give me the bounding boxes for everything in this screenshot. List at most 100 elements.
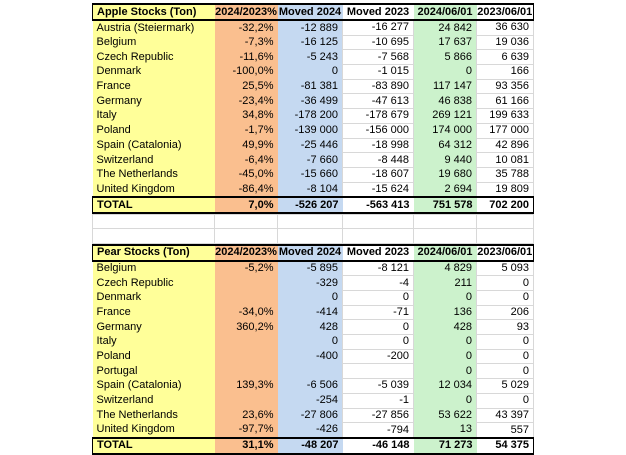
empty-cell[interactable] — [413, 228, 477, 244]
country-cell[interactable]: France — [92, 79, 215, 94]
country-cell[interactable]: Austria (Steiermark) — [92, 20, 215, 36]
stock-2023-cell[interactable]: 0 — [476, 392, 534, 409]
percent-cell[interactable]: -45,0% — [214, 167, 278, 183]
total-value-cell[interactable]: -563 413 — [342, 196, 414, 215]
column-header[interactable]: 2024/06/01 — [413, 3, 477, 21]
moved-2024-cell[interactable]: -5 243 — [277, 49, 343, 65]
stock-2024-cell[interactable]: 5 866 — [413, 49, 477, 65]
empty-cell[interactable] — [277, 228, 343, 244]
percent-cell[interactable]: -7,3% — [214, 35, 278, 50]
country-cell[interactable]: Poland — [92, 123, 215, 138]
stock-2024-cell[interactable]: 46 838 — [413, 93, 477, 109]
stock-2024-cell[interactable]: 17 637 — [413, 35, 477, 50]
total-value-cell[interactable]: 31,1% — [214, 436, 278, 455]
stock-2024-cell[interactable]: 0 — [413, 334, 477, 350]
percent-cell[interactable]: -34,0% — [214, 305, 278, 320]
percent-cell[interactable] — [214, 363, 278, 379]
moved-2024-cell[interactable]: -36 499 — [277, 93, 343, 109]
stock-2023-cell[interactable]: 206 — [476, 304, 534, 321]
moved-2024-cell[interactable]: -81 381 — [277, 79, 343, 94]
moved-2023-cell[interactable]: -27 856 — [342, 407, 414, 424]
percent-cell[interactable]: -97,7% — [214, 422, 278, 438]
stock-2023-cell[interactable]: 93 356 — [476, 78, 534, 95]
stock-2024-cell[interactable]: 136 — [413, 305, 477, 320]
stock-2023-cell[interactable]: 6 639 — [476, 49, 534, 66]
country-cell[interactable]: The Netherlands — [92, 408, 215, 423]
country-cell[interactable]: United Kingdom — [92, 182, 215, 198]
moved-2023-cell[interactable]: -5 039 — [342, 378, 414, 394]
stock-2023-cell[interactable]: 42 896 — [476, 137, 534, 154]
country-cell[interactable]: France — [92, 305, 215, 320]
total-value-cell[interactable]: 7,0% — [214, 196, 278, 215]
total-value-cell[interactable]: -46 148 — [342, 436, 414, 455]
stock-2024-cell[interactable]: 24 842 — [413, 20, 477, 36]
country-cell[interactable]: Czech Republic — [92, 49, 215, 65]
percent-cell[interactable]: -32,2% — [214, 20, 278, 36]
empty-cell[interactable] — [476, 214, 534, 230]
empty-cell[interactable] — [214, 228, 278, 244]
percent-cell[interactable]: 360,2% — [214, 319, 278, 335]
column-header[interactable]: 2024/2023% — [214, 3, 278, 21]
moved-2023-cell[interactable]: -8 448 — [342, 152, 414, 168]
country-cell[interactable]: Italy — [92, 334, 215, 350]
stock-2023-cell[interactable]: 93 — [476, 319, 534, 336]
stock-2024-cell[interactable]: 19 680 — [413, 167, 477, 183]
total-value-cell[interactable]: -526 207 — [277, 196, 343, 215]
moved-2024-cell[interactable]: -5 895 — [277, 260, 343, 276]
column-header[interactable]: Moved 2024 — [277, 243, 343, 262]
moved-2024-cell[interactable]: 0 — [277, 334, 343, 350]
percent-cell[interactable]: -5,2% — [214, 260, 278, 276]
moved-2023-cell[interactable]: -47 613 — [342, 93, 414, 110]
moved-2023-cell[interactable]: -18 998 — [342, 137, 414, 154]
stock-2023-cell[interactable]: 557 — [476, 422, 534, 439]
country-cell[interactable]: United Kingdom — [92, 422, 215, 438]
country-cell[interactable]: Belgium — [92, 35, 215, 50]
stock-2023-cell[interactable]: 43 397 — [476, 407, 534, 424]
country-cell[interactable]: Czech Republic — [92, 275, 215, 291]
moved-2024-cell[interactable]: -139 000 — [277, 123, 343, 138]
column-header[interactable]: Moved 2023 — [342, 3, 414, 21]
stock-2024-cell[interactable]: 12 034 — [413, 378, 477, 394]
moved-2024-cell[interactable] — [277, 363, 343, 379]
stock-2023-cell[interactable]: 0 — [476, 275, 534, 291]
stock-2024-cell[interactable]: 4 829 — [413, 260, 477, 276]
stock-2023-cell[interactable]: 19 809 — [476, 181, 534, 198]
stock-2023-cell[interactable]: 19 036 — [476, 34, 534, 51]
stock-2024-cell[interactable]: 0 — [413, 290, 477, 306]
stock-2023-cell[interactable]: 61 166 — [476, 93, 534, 110]
total-value-cell[interactable]: 71 273 — [413, 436, 477, 455]
percent-cell[interactable]: -6,4% — [214, 152, 278, 168]
moved-2023-cell[interactable]: -10 695 — [342, 34, 414, 51]
country-cell[interactable]: Denmark — [92, 290, 215, 306]
percent-cell[interactable]: 49,9% — [214, 138, 278, 153]
column-header[interactable]: 2024/2023% — [214, 243, 278, 262]
moved-2024-cell[interactable]: -400 — [277, 349, 343, 364]
empty-cell[interactable] — [476, 228, 534, 244]
moved-2023-cell[interactable]: -8 121 — [342, 260, 414, 277]
stock-2024-cell[interactable]: 428 — [413, 319, 477, 335]
moved-2023-cell[interactable]: -16 277 — [342, 19, 414, 36]
moved-2024-cell[interactable]: 428 — [277, 319, 343, 335]
moved-2024-cell[interactable]: -12 889 — [277, 20, 343, 36]
moved-2023-cell[interactable]: -71 — [342, 304, 414, 321]
stock-2023-cell[interactable]: 10 081 — [476, 152, 534, 168]
moved-2023-cell[interactable]: -18 607 — [342, 166, 414, 183]
moved-2024-cell[interactable]: -8 104 — [277, 182, 343, 198]
moved-2024-cell[interactable]: -15 660 — [277, 167, 343, 183]
total-value-cell[interactable]: 751 578 — [413, 196, 477, 215]
stock-2023-cell[interactable]: 177 000 — [476, 122, 534, 139]
empty-cell[interactable] — [413, 214, 477, 230]
moved-2024-cell[interactable]: -329 — [277, 275, 343, 291]
total-value-cell[interactable]: -48 207 — [277, 436, 343, 455]
column-header[interactable]: 2024/06/01 — [413, 243, 477, 262]
moved-2023-cell[interactable]: -178 679 — [342, 108, 414, 124]
column-header[interactable]: Moved 2023 — [342, 243, 414, 262]
stock-2024-cell[interactable]: 64 312 — [413, 138, 477, 153]
moved-2024-cell[interactable]: -254 — [277, 393, 343, 408]
country-cell[interactable]: Poland — [92, 349, 215, 364]
country-cell[interactable]: Switzerland — [92, 393, 215, 408]
stock-2024-cell[interactable]: 211 — [413, 275, 477, 291]
empty-cell[interactable] — [92, 214, 215, 230]
stock-2023-cell[interactable]: 0 — [476, 363, 534, 380]
moved-2024-cell[interactable]: -16 125 — [277, 35, 343, 50]
